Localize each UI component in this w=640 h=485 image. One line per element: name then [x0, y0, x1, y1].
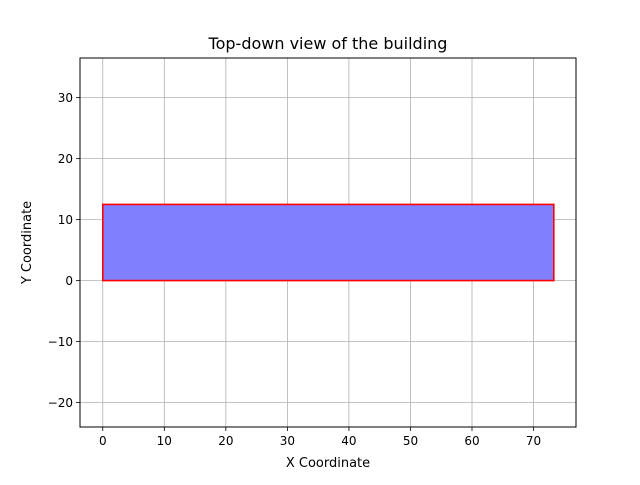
- x-axis-label: X Coordinate: [286, 456, 370, 471]
- x-tick-label: 50: [403, 434, 418, 448]
- data-layer: [102, 203, 555, 282]
- plot-frame: [79, 57, 577, 428]
- y-tick-label: −10: [48, 335, 73, 349]
- x-tick-label: 40: [341, 434, 356, 448]
- x-tick-label: 60: [464, 434, 479, 448]
- chart-title: Top-down view of the building: [208, 34, 448, 53]
- building-footprint-polygon: [102, 203, 555, 282]
- y-tick-label: 30: [58, 91, 73, 105]
- x-tick-label: 0: [99, 434, 107, 448]
- x-tick-label: 10: [157, 434, 172, 448]
- y-axis-label: Y Coordinate: [20, 201, 35, 285]
- y-tick-label: 0: [65, 274, 73, 288]
- y-tick-label: 10: [58, 213, 73, 227]
- y-tick-label: 20: [58, 152, 73, 166]
- x-tick-label: 20: [218, 434, 233, 448]
- x-tick-label: 70: [526, 434, 541, 448]
- x-tick-label: 30: [280, 434, 295, 448]
- tick-layer: 0 10 20 30 40 50 60 70 −20 −10 0 10 20 30: [48, 91, 542, 448]
- y-tick-label: −20: [48, 396, 73, 410]
